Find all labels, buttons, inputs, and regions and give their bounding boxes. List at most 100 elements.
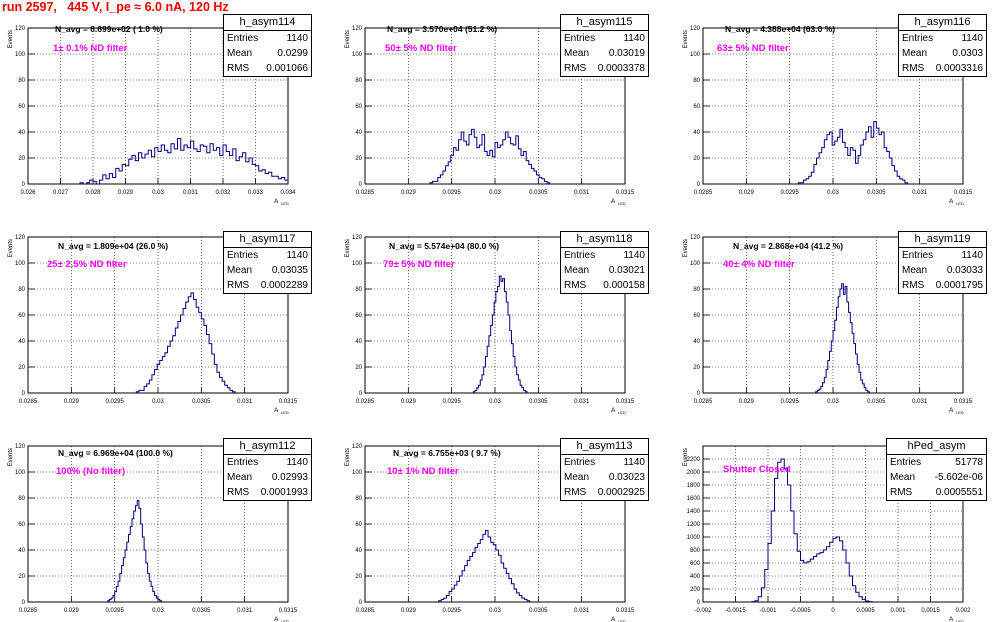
x-axis-subscript: LED bbox=[281, 410, 289, 415]
y-tick-label: 100 bbox=[352, 261, 363, 267]
x-tick-label: 0.0315 bbox=[616, 399, 635, 405]
entries-label: Entries bbox=[227, 250, 259, 261]
x-tick-label: 0.031 bbox=[574, 608, 590, 614]
rms-value: 0.0005551 bbox=[935, 487, 983, 498]
y-tick-label: 1600 bbox=[687, 496, 701, 502]
x-tick-label: 0.0315 bbox=[279, 608, 298, 614]
y-tick-label: 120 bbox=[15, 444, 26, 450]
x-axis-title: A bbox=[949, 616, 954, 622]
x-tick-label: 0.03 bbox=[489, 608, 501, 614]
y-tick-label: 60 bbox=[693, 104, 700, 110]
filter-label: 50± 5% ND filter bbox=[385, 43, 457, 54]
y-tick-label: 1200 bbox=[687, 522, 701, 528]
rms-value: 0.0003378 bbox=[597, 63, 645, 74]
entries-value: 1140 bbox=[286, 250, 308, 261]
y-tick-label: 40 bbox=[355, 548, 362, 554]
x-tick-label: 0.03 bbox=[152, 608, 164, 614]
histogram-bin bbox=[784, 469, 787, 602]
y-tick-label: 60 bbox=[18, 313, 25, 319]
x-tick-label: 0.0295 bbox=[442, 608, 461, 614]
x-tick-label: 0.031 bbox=[912, 399, 928, 405]
stats-box: h_asym114 Entries 1140 Mean 0.0299 RMS 0.00… bbox=[223, 14, 312, 77]
y-tick-label: 120 bbox=[352, 444, 363, 450]
filter-label: 79± 5% ND filter bbox=[383, 259, 455, 270]
x-tick-label: 0.0285 bbox=[19, 608, 38, 614]
x-tick-label: 0.031 bbox=[574, 399, 590, 405]
mean-value: 0.03023 bbox=[608, 472, 645, 483]
x-tick-label: 0.0315 bbox=[616, 190, 635, 196]
stats-box: h_asym113 Entries 1140 Mean 0.03023 RMS 0.0… bbox=[560, 438, 649, 501]
rms-value: 0.0003316 bbox=[935, 63, 983, 74]
y-axis-title: Events bbox=[683, 448, 689, 466]
y-tick-label: 120 bbox=[352, 26, 363, 32]
filter-label: Shutter Closed bbox=[723, 464, 791, 475]
entries-value: 1140 bbox=[961, 250, 983, 261]
x-tick-label: 0.0285 bbox=[19, 399, 38, 405]
y-tick-label: 600 bbox=[690, 561, 701, 567]
y-tick-label: 120 bbox=[15, 26, 26, 32]
x-tick-label: 0.002 bbox=[955, 608, 971, 614]
mean-value: 0.03021 bbox=[608, 265, 645, 276]
x-tick-label: 0.0005 bbox=[856, 608, 875, 614]
y-tick-label: 100 bbox=[15, 52, 26, 58]
x-tick-label: 0.033 bbox=[248, 190, 264, 196]
x-tick-label: 0.0295 bbox=[780, 190, 799, 196]
x-axis-title: A bbox=[611, 616, 616, 622]
y-tick-label: 40 bbox=[693, 339, 700, 345]
histogram-bin bbox=[804, 563, 807, 602]
x-tick-label: 0.029 bbox=[739, 190, 755, 196]
y-tick-label: 80 bbox=[355, 287, 362, 293]
x-tick-label: 0.032 bbox=[215, 190, 231, 196]
y-axis-title: Events bbox=[345, 239, 351, 257]
x-tick-label: 0.0295 bbox=[105, 608, 124, 614]
mean-label: Mean bbox=[227, 265, 253, 276]
navg-label: N_avg = 6.969e+04 (100.0 %) bbox=[58, 448, 173, 458]
x-tick-label: 0.03 bbox=[489, 190, 501, 196]
x-tick-label: 0.031 bbox=[912, 190, 928, 196]
x-tick-label: 0.0305 bbox=[529, 399, 548, 405]
y-tick-label: 0 bbox=[697, 182, 701, 188]
x-tick-label: 0.026 bbox=[20, 190, 36, 196]
x-tick-label: 0.0015 bbox=[921, 608, 940, 614]
y-tick-label: 20 bbox=[693, 365, 700, 371]
x-tick-label: 0.03 bbox=[827, 399, 839, 405]
x-tick-label: -0.0015 bbox=[725, 608, 746, 614]
histogram-bins bbox=[135, 292, 236, 393]
x-tick-label: 0.031 bbox=[183, 190, 199, 196]
histogram-bin bbox=[827, 547, 830, 602]
y-axis-title: Events bbox=[8, 448, 14, 466]
y-axis-title: Events bbox=[345, 30, 351, 48]
stats-box: h_asym115 Entries 1140 Mean 0.03019 RMS 0.0… bbox=[560, 14, 649, 77]
y-tick-label: 40 bbox=[355, 130, 362, 136]
histogram-name: h_asym118 bbox=[561, 232, 648, 248]
x-tick-label: 0.029 bbox=[401, 399, 417, 405]
x-tick-label: 0.0315 bbox=[954, 190, 973, 196]
x-tick-label: 0.0295 bbox=[780, 399, 799, 405]
y-tick-label: 0 bbox=[22, 182, 26, 188]
y-tick-label: 0 bbox=[359, 600, 363, 606]
stats-box: h_asym112 Entries 1140 Mean 0.02993 RMS 0.0… bbox=[223, 438, 312, 501]
rms-value: 0.0002925 bbox=[597, 487, 645, 498]
stats-box: hPed_asym Entries 51778 Mean -5.602e-06 RM… bbox=[886, 438, 987, 501]
x-axis-subscript: LED bbox=[618, 619, 626, 622]
x-tick-label: 0.029 bbox=[118, 190, 134, 196]
x-tick-label: 0.027 bbox=[53, 190, 69, 196]
entries-value: 1140 bbox=[623, 457, 645, 468]
y-tick-label: 80 bbox=[355, 78, 362, 84]
plot-frame bbox=[364, 236, 626, 394]
histogram-name: h_asym114 bbox=[224, 15, 311, 31]
y-tick-label: 80 bbox=[18, 287, 25, 293]
histogram-bin bbox=[817, 554, 820, 602]
x-tick-label: 0.029 bbox=[64, 399, 80, 405]
plot-frame bbox=[702, 445, 964, 603]
histogram-bin bbox=[801, 560, 804, 602]
filter-label: 40± 4% ND filter bbox=[723, 259, 795, 270]
histogram-name: hPed_asym bbox=[887, 439, 986, 455]
mean-value: 0.03019 bbox=[608, 48, 645, 59]
x-tick-label: 0.0285 bbox=[356, 399, 375, 405]
rms-value: 0.0002289 bbox=[260, 280, 308, 291]
entries-value: 1140 bbox=[623, 250, 645, 261]
y-axis-title: Events bbox=[683, 239, 689, 257]
histogram-name: h_asym116 bbox=[899, 15, 986, 31]
